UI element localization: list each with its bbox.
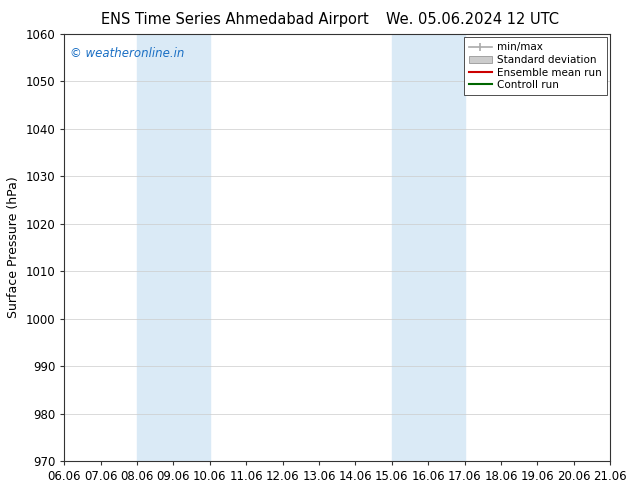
Bar — [392, 34, 465, 461]
Text: We. 05.06.2024 12 UTC: We. 05.06.2024 12 UTC — [386, 12, 559, 27]
Legend: min/max, Standard deviation, Ensemble mean run, Controll run: min/max, Standard deviation, Ensemble me… — [464, 37, 607, 96]
Text: © weatheronline.in: © weatheronline.in — [70, 47, 184, 60]
Y-axis label: Surface Pressure (hPa): Surface Pressure (hPa) — [7, 176, 20, 318]
Text: ENS Time Series Ahmedabad Airport: ENS Time Series Ahmedabad Airport — [101, 12, 368, 27]
Bar — [137, 34, 210, 461]
